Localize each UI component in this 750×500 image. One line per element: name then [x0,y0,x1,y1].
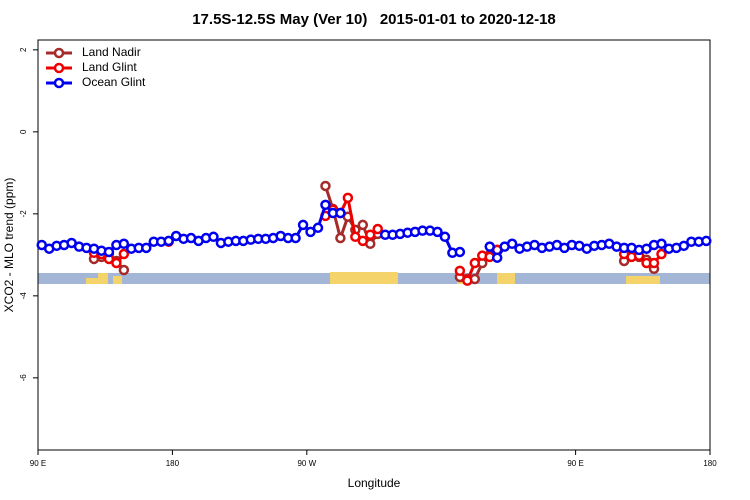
land-mask [38,272,710,284]
data-point [357,235,369,247]
data-point [454,246,466,258]
chart-title: 17.5S-12.5S May (Ver 10) 2015-01-01 to 2… [192,11,556,28]
data-point [305,226,316,238]
land-patch [330,272,398,284]
x-tick-label: 180 [166,459,180,468]
data-point [357,219,369,231]
y-tick-label: -4 [19,292,28,300]
data-point [506,238,518,250]
legend-label: Land Glint [82,60,137,74]
x-tick-label: 90 E [567,459,583,468]
data-point [342,192,354,204]
y-axis-label: XCO2 - MLO trend (ppm) [2,178,16,313]
y-tick-label: -6 [19,374,28,382]
data-point [297,219,309,231]
data-point [335,207,346,219]
land-patch [497,273,515,284]
legend-marker [53,62,65,74]
data-point [462,275,473,286]
land-patch [626,276,660,284]
x-tick-label: 90 W [297,459,316,468]
data-point [656,248,667,260]
data-point [141,242,152,254]
data-point [678,240,690,252]
x-tick-label: 180 [703,459,717,468]
x-tick-label: 90 E [30,459,46,468]
data-point [432,226,443,238]
data-point [118,264,130,276]
data-point [320,180,331,192]
legend-marker [53,77,65,89]
data-point [701,235,712,247]
data-point [320,199,331,211]
data-point [454,265,466,277]
data-point [163,235,174,247]
data-point [118,248,130,260]
data-point [469,257,481,269]
data-point [103,246,115,258]
data-point [656,238,667,250]
land-patch [113,276,122,284]
data-point [111,257,122,269]
y-tick-label: 0 [19,129,28,134]
legend-label: Ocean Glint [82,75,146,89]
data-point [335,232,346,244]
x-axis-label: Longitude [348,476,401,490]
data-point [439,231,451,243]
legend-label: Land Nadir [82,45,141,59]
land-patch [86,278,98,284]
data-point [312,222,324,234]
legend-marker [53,47,65,59]
data-point [648,257,660,269]
data-point [350,231,361,243]
land-patch [98,273,108,284]
data-point [491,252,503,263]
data-point [365,229,376,240]
data-point [372,223,383,235]
data-point [484,241,495,252]
data-point [290,232,301,244]
data-point [208,231,219,243]
data-point [118,238,130,250]
y-tick-label: 2 [19,47,28,52]
y-tick-label: -2 [19,210,28,218]
